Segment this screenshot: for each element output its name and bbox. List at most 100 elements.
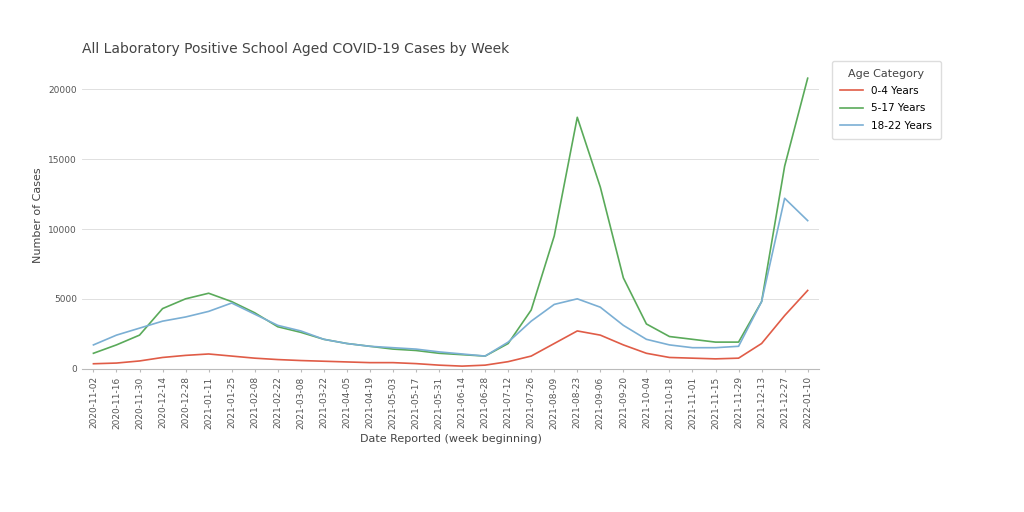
0-4 Years — [410, 360, 422, 367]
18-22 Years — [502, 339, 514, 345]
Line: 5-17 Years: 5-17 Years — [93, 78, 808, 356]
5-17 Years — [664, 333, 676, 339]
0-4 Years — [364, 359, 376, 366]
0-4 Years — [387, 359, 399, 366]
5-17 Years — [686, 336, 698, 343]
5-17 Years — [456, 352, 468, 358]
0-4 Years — [271, 356, 284, 362]
18-22 Years — [756, 298, 768, 305]
18-22 Years — [778, 195, 791, 201]
Line: 0-4 Years: 0-4 Years — [93, 290, 808, 366]
0-4 Years — [225, 353, 238, 359]
18-22 Years — [571, 296, 584, 302]
18-22 Years — [664, 342, 676, 348]
0-4 Years — [133, 358, 145, 364]
18-22 Years — [157, 318, 169, 324]
5-17 Years — [433, 350, 445, 356]
5-17 Years — [87, 350, 99, 356]
5-17 Years — [341, 340, 353, 347]
18-22 Years — [203, 308, 215, 314]
0-4 Years — [594, 332, 606, 338]
5-17 Years — [410, 348, 422, 354]
0-4 Years — [157, 354, 169, 360]
18-22 Years — [111, 332, 123, 338]
5-17 Years — [225, 298, 238, 305]
0-4 Years — [341, 359, 353, 365]
5-17 Years — [502, 340, 514, 347]
18-22 Years — [456, 351, 468, 357]
18-22 Years — [249, 311, 261, 317]
5-17 Years — [203, 290, 215, 296]
0-4 Years — [617, 342, 630, 348]
5-17 Years — [594, 184, 606, 190]
0-4 Years — [640, 350, 652, 356]
5-17 Years — [525, 307, 538, 313]
X-axis label: Date Reported (week beginning): Date Reported (week beginning) — [359, 434, 542, 444]
18-22 Years — [87, 342, 99, 348]
18-22 Years — [617, 322, 630, 328]
0-4 Years — [778, 312, 791, 318]
5-17 Years — [157, 306, 169, 312]
18-22 Years — [548, 302, 560, 308]
5-17 Years — [271, 324, 284, 330]
18-22 Years — [710, 345, 722, 351]
5-17 Years — [387, 346, 399, 352]
18-22 Years — [133, 325, 145, 331]
0-4 Years — [525, 353, 538, 359]
0-4 Years — [111, 360, 123, 366]
0-4 Years — [686, 355, 698, 361]
18-22 Years — [341, 340, 353, 347]
18-22 Years — [295, 328, 307, 334]
0-4 Years — [732, 355, 744, 361]
Line: 18-22 Years: 18-22 Years — [93, 198, 808, 356]
0-4 Years — [433, 362, 445, 368]
18-22 Years — [802, 218, 814, 224]
5-17 Years — [249, 310, 261, 316]
0-4 Years — [295, 357, 307, 364]
5-17 Years — [317, 336, 330, 343]
0-4 Years — [571, 328, 584, 334]
18-22 Years — [479, 353, 492, 359]
0-4 Years — [203, 351, 215, 357]
5-17 Years — [179, 296, 191, 302]
0-4 Years — [249, 355, 261, 361]
18-22 Years — [433, 349, 445, 355]
18-22 Years — [317, 336, 330, 343]
18-22 Years — [271, 322, 284, 328]
5-17 Years — [571, 114, 584, 120]
18-22 Years — [364, 343, 376, 349]
5-17 Years — [732, 339, 744, 345]
0-4 Years — [548, 340, 560, 347]
18-22 Years — [225, 300, 238, 306]
5-17 Years — [133, 332, 145, 338]
5-17 Years — [756, 298, 768, 305]
5-17 Years — [802, 75, 814, 81]
5-17 Years — [295, 329, 307, 335]
Y-axis label: Number of Cases: Number of Cases — [33, 167, 43, 263]
5-17 Years — [778, 163, 791, 169]
Legend: 0-4 Years, 5-17 Years, 18-22 Years: 0-4 Years, 5-17 Years, 18-22 Years — [831, 60, 941, 139]
0-4 Years — [664, 354, 676, 360]
5-17 Years — [479, 353, 492, 359]
0-4 Years — [87, 360, 99, 367]
5-17 Years — [364, 343, 376, 349]
18-22 Years — [410, 346, 422, 352]
0-4 Years — [502, 358, 514, 365]
0-4 Years — [317, 358, 330, 365]
18-22 Years — [387, 345, 399, 351]
18-22 Years — [640, 336, 652, 343]
0-4 Years — [710, 356, 722, 362]
5-17 Years — [548, 233, 560, 239]
Text: All Laboratory Positive School Aged COVID-19 Cases by Week: All Laboratory Positive School Aged COVI… — [82, 42, 509, 56]
5-17 Years — [617, 275, 630, 281]
18-22 Years — [732, 343, 744, 349]
5-17 Years — [640, 321, 652, 327]
5-17 Years — [111, 342, 123, 348]
0-4 Years — [456, 363, 468, 369]
0-4 Years — [756, 340, 768, 347]
18-22 Years — [686, 345, 698, 351]
0-4 Years — [179, 352, 191, 358]
18-22 Years — [525, 318, 538, 324]
0-4 Years — [802, 287, 814, 293]
5-17 Years — [710, 339, 722, 345]
